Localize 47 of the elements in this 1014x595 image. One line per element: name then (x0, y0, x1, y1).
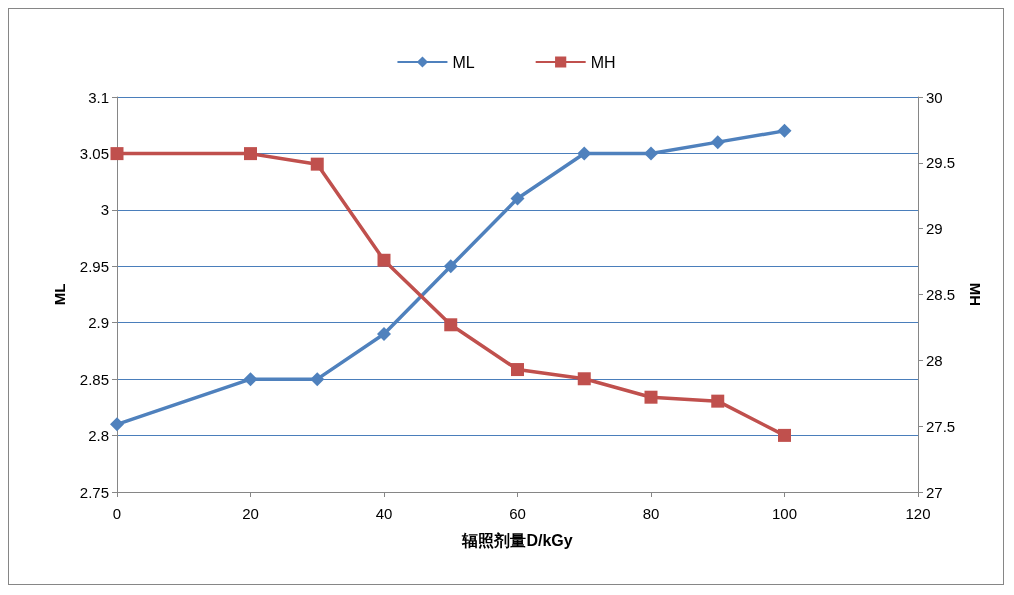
y-tick-label: 3 (100, 201, 109, 219)
y2-tick-label: 27 (926, 483, 943, 501)
y-tick-label: 3.1 (88, 88, 109, 106)
point (310, 157, 324, 171)
point (577, 372, 591, 386)
y-tick-label: 2.9 (88, 314, 109, 332)
y2-axis-title: MH (967, 282, 984, 307)
y2-tick-label: 27.5 (926, 417, 956, 435)
y-tick-label: 2.8 (88, 427, 109, 445)
point (511, 363, 524, 377)
x-tick-label: 120 (905, 505, 931, 522)
y-tick-label: 3.05 (79, 144, 109, 162)
point (710, 135, 725, 150)
point (510, 191, 525, 206)
y2-tick-label: 29 (926, 220, 943, 238)
point (777, 123, 792, 138)
point (377, 253, 391, 267)
point (244, 147, 257, 161)
x-tick-label: 100 (771, 505, 798, 522)
point (110, 417, 124, 432)
x-tick-label: 20 (242, 505, 259, 522)
x-tick-label: 60 (509, 505, 526, 522)
x-axis-title: 辐照剂量D/kGy (461, 530, 573, 550)
x-tick-label: 40 (375, 505, 393, 522)
y-tick-label: 2.95 (79, 257, 109, 275)
legend-label: MH (590, 53, 616, 71)
point (644, 146, 658, 161)
point (310, 372, 325, 387)
point (644, 390, 658, 404)
y2-tick-label: 28.5 (926, 286, 956, 303)
point (377, 327, 391, 341)
point (444, 318, 458, 332)
y-axis-title: ML (51, 283, 68, 306)
point (577, 146, 592, 161)
point (711, 394, 725, 408)
legend-label: ML (452, 53, 475, 71)
y2-tick-label: 28 (926, 351, 943, 369)
x-tick-label: 80 (642, 505, 660, 522)
y2-tick-label: 30 (926, 88, 943, 106)
point (243, 372, 258, 387)
point (110, 147, 124, 161)
y-tick-label: 2.75 (79, 483, 109, 501)
x-tick-label: 0 (112, 505, 122, 522)
y2-tick-label: 29.5 (926, 154, 956, 172)
point (443, 259, 458, 274)
point (778, 428, 791, 442)
y-tick-label: 2.85 (79, 370, 109, 388)
